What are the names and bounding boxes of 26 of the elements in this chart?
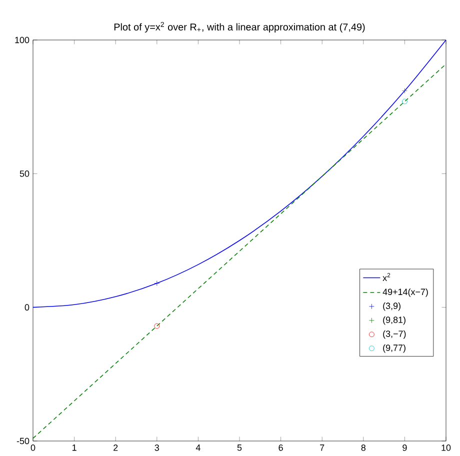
x-tick-label: 3 xyxy=(154,444,159,451)
legend-label: (3,−7) xyxy=(383,330,406,339)
x-tick-label: 5 xyxy=(237,444,242,451)
x-tick-label: 8 xyxy=(361,444,366,451)
x-tick-label: 0 xyxy=(30,444,36,451)
legend-label: (3,9) xyxy=(383,302,400,311)
x-tick-label: 9 xyxy=(402,444,407,451)
y-tick-label: -50 xyxy=(16,438,30,444)
legend-label: x$^{2}$ xyxy=(382,273,390,281)
x-tick-label: 1 xyxy=(72,444,76,451)
legend-label: (9,77) xyxy=(383,344,406,353)
x-tick-label: 4 xyxy=(196,444,200,451)
point xyxy=(402,88,408,94)
point xyxy=(154,280,160,286)
y-tick-label: 50 xyxy=(20,170,30,177)
x-tick-label: 2 xyxy=(114,444,118,451)
point xyxy=(154,323,160,329)
x-tick-label: 7 xyxy=(320,444,324,451)
x-tick-label: 6 xyxy=(278,444,283,451)
chart-title: Plot of y=x$^{2}$ over R$_{+}$, with a linear approximation at (7,49) xyxy=(114,22,365,32)
legend-label: (9,81) xyxy=(383,316,406,325)
legend-label: 49+14(x−7) xyxy=(382,288,428,297)
y-tick-label: 100 xyxy=(15,36,30,44)
x-tick-label: 10 xyxy=(442,444,451,451)
y-tick-label: 0 xyxy=(24,304,30,311)
point xyxy=(402,98,408,104)
